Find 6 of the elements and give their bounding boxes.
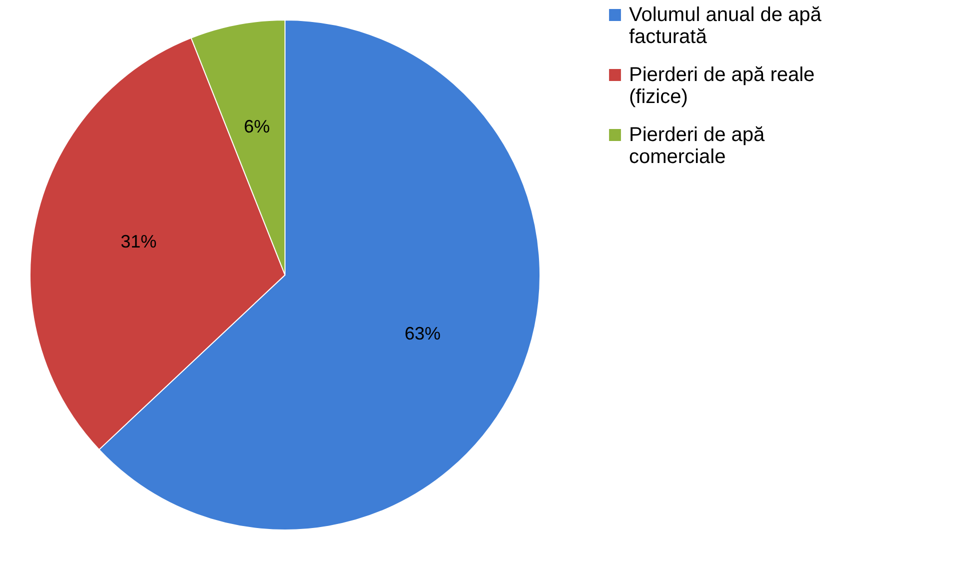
data-label: 6% <box>244 116 270 137</box>
legend-label: Pierderi de apă reale (fizice) <box>629 64 815 108</box>
data-label: 63% <box>404 324 441 344</box>
legend-label: Volumul anual de apă facturată <box>629 4 822 48</box>
data-label: 31% <box>120 231 157 252</box>
legend-label: Pierderi de apă comerciale <box>629 124 766 168</box>
